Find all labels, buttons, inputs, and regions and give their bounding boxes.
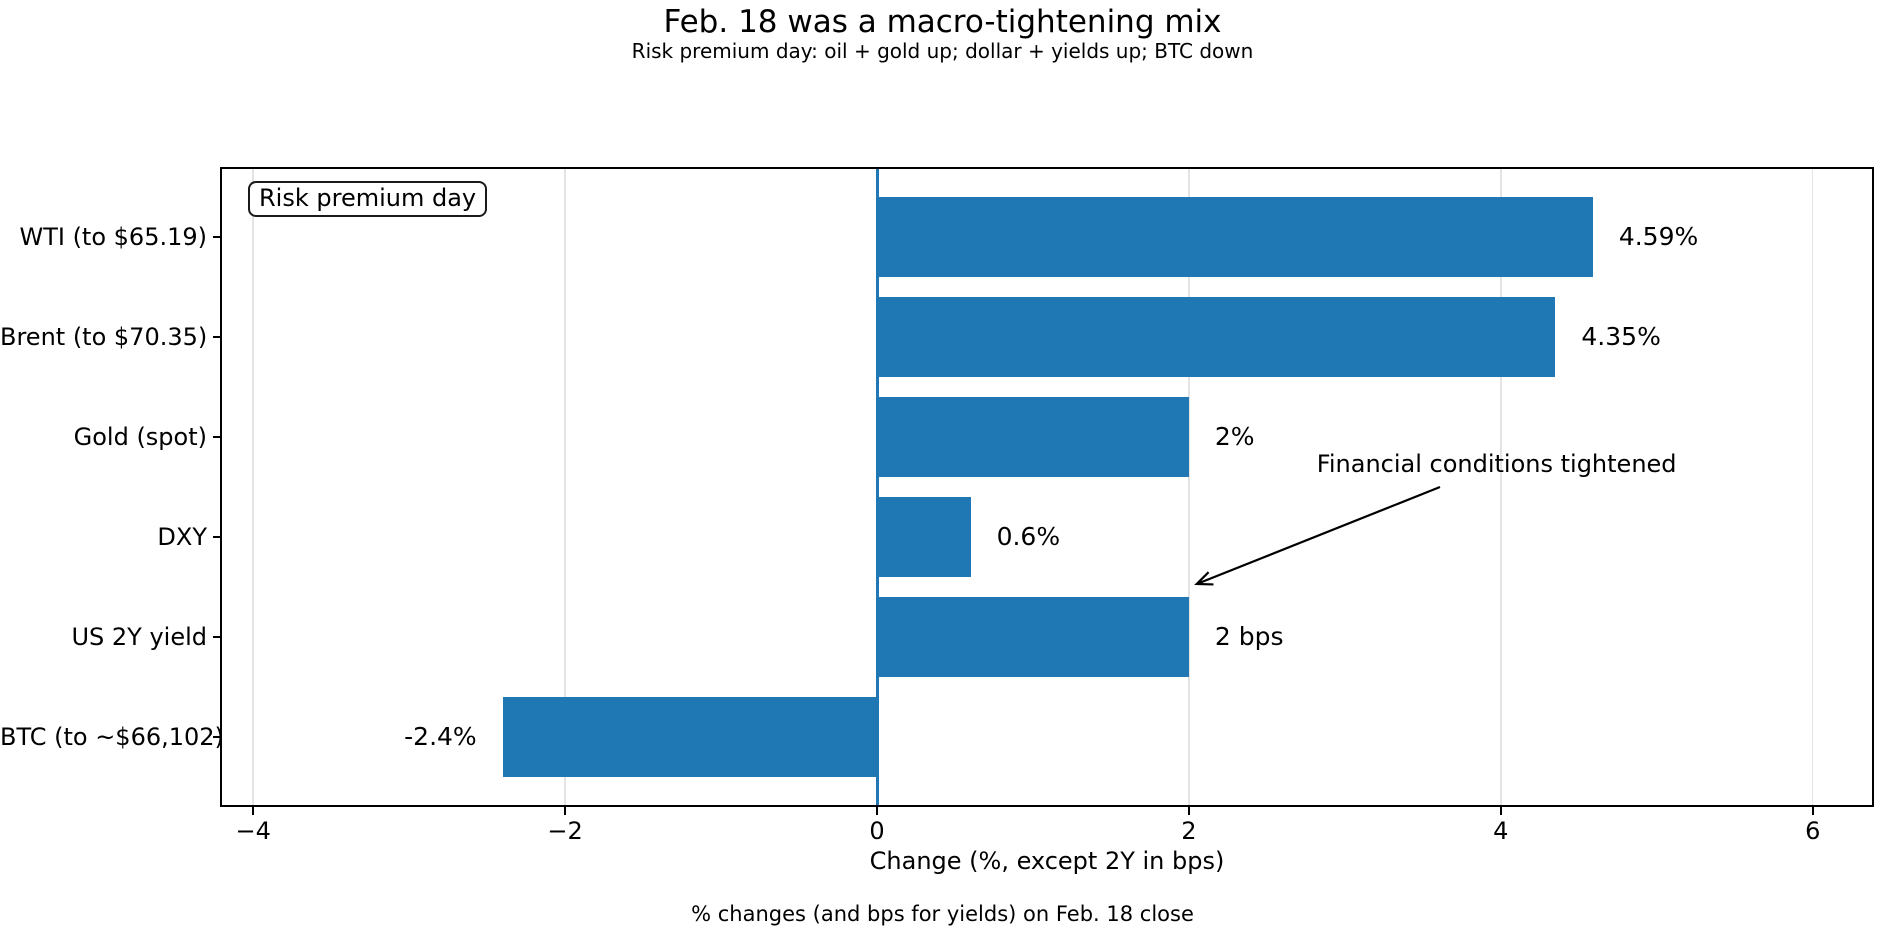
bar-value-label: 2 bps (1214, 622, 1284, 651)
bar (502, 697, 877, 777)
x-gridline (1500, 169, 1502, 805)
chart-subtitle: Risk premium day: oil + gold up; dollar … (631, 39, 1254, 63)
x-tick-label: 0 (869, 817, 885, 845)
y-tick-label: BTC (to ~$66,102) (0, 723, 224, 751)
x-tick-mark (1499, 807, 1502, 815)
y-tick-label: Gold (spot) (73, 423, 207, 451)
y-tick-mark (213, 436, 222, 438)
x-tick-label: −4 (235, 817, 271, 845)
x-tick-label: 2 (1181, 817, 1197, 845)
x-tick-label: 4 (1493, 817, 1509, 845)
x-tick-mark (1187, 807, 1190, 815)
legend-box: Risk premium day (248, 181, 488, 217)
x-tick-mark (252, 807, 255, 815)
x-tick-mark (1811, 807, 1814, 815)
y-tick-mark (213, 736, 222, 738)
x-axis-label: Change (%, except 2Y in bps) (869, 847, 1225, 875)
x-tick-label: −2 (547, 817, 583, 845)
bar-value-label: 2% (1214, 422, 1255, 451)
legend-label: Risk premium day (259, 184, 477, 212)
annotation-text: Financial conditions tightened (1316, 450, 1677, 478)
annotation-arrow-line (1194, 485, 1441, 586)
chart-title: Feb. 18 was a macro-tightening mix (663, 4, 1222, 40)
plot-area: Risk premium day Financial conditions ti… (220, 167, 1874, 807)
y-tick-label: DXY (157, 523, 207, 551)
bar-value-label: 4.35% (1581, 322, 1661, 351)
bar-value-label: -2.4% (404, 722, 477, 751)
x-gridline (1188, 169, 1190, 805)
caption: % changes (and bps for yields) on Feb. 1… (691, 902, 1194, 926)
bar (877, 497, 971, 577)
x-tick-mark (564, 807, 567, 815)
x-gridline (252, 169, 254, 805)
y-tick-mark (213, 236, 222, 238)
y-tick-mark (213, 636, 222, 638)
y-tick-mark (213, 336, 222, 338)
bar-value-label: 0.6% (996, 522, 1061, 551)
x-tick-mark (876, 807, 878, 815)
y-tick-label: WTI (to $65.19) (19, 223, 207, 251)
x-gridline (564, 169, 566, 805)
y-tick-label: Brent (to $70.35) (0, 323, 208, 351)
zero-line (875, 169, 879, 805)
x-tick-label: 6 (1805, 817, 1821, 845)
x-gridline (1811, 169, 1814, 805)
y-tick-label: US 2Y yield (71, 623, 207, 651)
y-tick-mark (213, 536, 222, 538)
bar (877, 597, 1189, 677)
bar (877, 397, 1189, 477)
bar-value-label: 4.59% (1618, 222, 1699, 251)
bar (877, 297, 1556, 377)
bar (877, 197, 1593, 277)
